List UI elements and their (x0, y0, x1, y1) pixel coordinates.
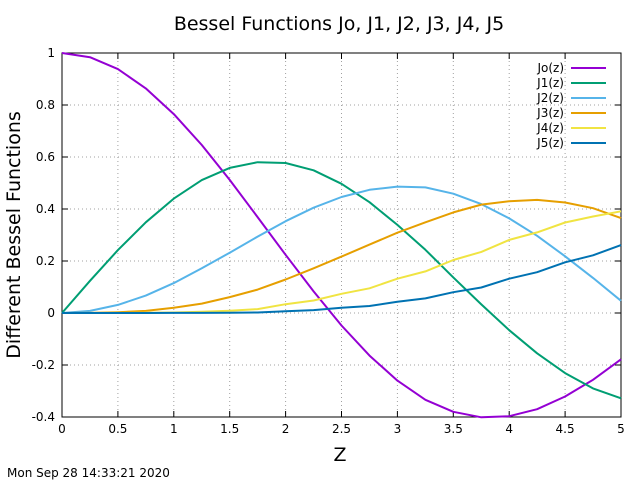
x-tick-label: 1 (170, 422, 178, 436)
series-line-jo (61, 52, 622, 419)
y-tick-label: -0.4 (32, 410, 55, 424)
x-tick-label: 0 (58, 422, 66, 436)
y-tick-label: 0 (47, 306, 55, 320)
y-tick-label: 0.2 (36, 254, 55, 268)
legend-label: J3(z) (536, 106, 564, 120)
series-line-j2 (61, 185, 622, 314)
y-tick-label: 0.4 (36, 202, 55, 216)
y-tick-label: -0.2 (32, 358, 55, 372)
legend-label: J5(z) (536, 136, 564, 150)
x-tick-label: 4.5 (556, 422, 575, 436)
timestamp: Mon Sep 28 14:33:21 2020 (7, 466, 170, 480)
y-axis-label: Different Bessel Functions (3, 111, 25, 359)
x-tick-label: 3.5 (444, 422, 463, 436)
x-tick-label: 4 (505, 422, 513, 436)
x-tick-label: 2 (282, 422, 290, 436)
legend-label: J1(z) (536, 76, 564, 90)
axis-ticks: 0 0.5 1 1.5 2 2.5 3 3.5 4 4.5 5 -0.4 -0.2 0 0.2 0.4 0.6 0… (32, 46, 625, 436)
legend: Jo(z)J1(z)J2(z)J3(z)J4(z)J5(z) (536, 61, 606, 150)
series-line-j1 (61, 161, 622, 400)
series-line-j3 (61, 198, 622, 314)
x-tick-label: 3 (394, 422, 402, 436)
series-lines (61, 52, 622, 419)
legend-label: J2(z) (536, 91, 564, 105)
series-line-j5 (62, 244, 622, 314)
y-tick-label: 1 (47, 46, 55, 60)
x-axis-label: Z (333, 444, 346, 466)
x-tick-label: 1.5 (220, 422, 239, 436)
x-tick-label: 2.5 (332, 422, 351, 436)
x-tick-label: 5 (617, 422, 625, 436)
legend-label: J4(z) (536, 121, 564, 135)
x-tick-label: 0.5 (108, 422, 127, 436)
y-tick-label: 0.8 (36, 98, 55, 112)
y-tick-label: 0.6 (36, 150, 55, 164)
legend-label: Jo(z) (536, 61, 564, 75)
chart-title: Bessel Functions Jo, J1, J2, J3, J4, J5 (174, 13, 504, 35)
